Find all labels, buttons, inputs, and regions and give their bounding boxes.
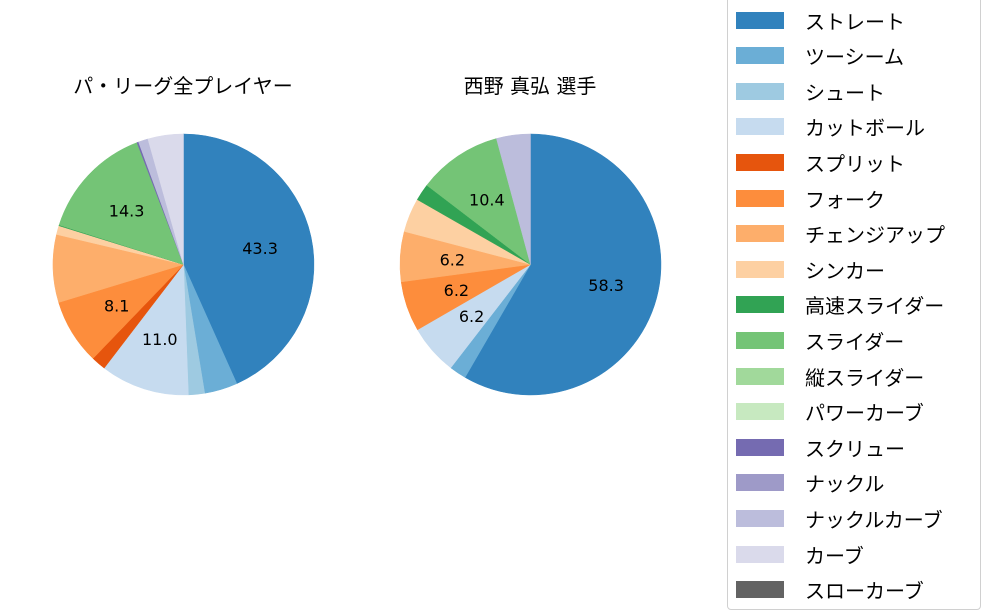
legend-swatch [736,118,784,136]
legend-item: スクリュー [736,435,905,461]
slice-percent-label: 8.1 [104,296,129,315]
legend-swatch [736,509,784,527]
legend-swatch [736,438,784,456]
legend-label: シュート [805,80,885,105]
legend-item: シュート [736,79,885,105]
pie-slice [147,133,184,265]
legend-swatch [736,581,784,599]
slice-percent-label: 43.3 [242,239,278,258]
slice-percent-label: 10.4 [469,190,505,209]
legend-label: シンカー [805,258,885,283]
legend-swatch [736,189,784,207]
legend-item: ナックルカーブ [736,506,943,532]
legend-label: スプリット [805,151,905,176]
legend-swatch [736,82,784,100]
legend-swatch [736,153,784,171]
slice-percent-label: 11.0 [142,330,178,349]
legend-label: フォーク [805,187,885,212]
legend-item: パワーカーブ [736,400,924,426]
legend-label: 縦スライダー [805,365,925,390]
legend-label: 高速スライダー [805,294,945,319]
pie-slice [183,133,315,384]
slice-percent-label: 6.2 [444,281,469,300]
legend-label: カットボール [805,116,925,141]
legend-label: スクリュー [805,436,905,461]
legend-swatch [736,331,784,349]
legend-label: チェンジアップ [805,223,945,248]
legend-swatch [736,296,784,314]
legend-item: フォーク [736,186,885,212]
chart-title-league: パ・リーグ全プレイヤー [73,74,293,98]
slice-percent-label: 6.2 [459,307,484,326]
legend-item: スローカーブ [736,578,924,604]
legend-label: パワーカーブ [805,401,924,426]
legend-swatch [736,403,784,421]
legend-label: ナックル [805,472,885,497]
legend-item: 高速スライダー [736,293,945,319]
legend: ストレートツーシームシュートカットボール スプリットフォークチェンジアップ シンカー… [727,0,981,610]
slice-percent-label: 58.3 [588,276,624,295]
pie-slice [58,142,184,265]
pie-slice [103,263,189,396]
legend-label: スライダー [805,329,905,354]
legend-item: カーブ [736,542,864,568]
legend-item: ナックル [736,471,885,497]
legend-label: ナックルカーブ [805,507,943,532]
legend-swatch [736,474,784,492]
legend-label: スローカーブ [805,579,924,604]
slice-percent-label: 14.3 [109,202,145,221]
legend-swatch [736,225,784,243]
legend-swatch [736,367,784,385]
pie-league: 43.3 11.0 8.1 14.3 [52,133,315,396]
legend-item: 縦スライダー [736,364,925,390]
legend-label: ツーシーム [805,45,904,70]
legend-swatch [736,545,784,563]
legend-item: シンカー [736,257,885,283]
legend-label: カーブ [805,543,864,568]
legend-swatch [736,47,784,65]
pie-slice [496,133,531,265]
legend-item: カットボール [736,115,925,141]
legend-item: ストレート [736,8,905,34]
pie-slice [426,138,531,266]
legend-item: ツーシーム [736,44,904,70]
legend-item: スプリット [736,150,905,176]
slice-percent-label: 6.2 [440,251,465,270]
legend-swatch [736,260,784,278]
chart-title-player: 西野 真弘 選手 [463,74,597,98]
legend-label: ストレート [805,9,905,34]
legend-item: チェンジアップ [736,222,945,248]
legend-item: スライダー [736,328,905,354]
pie-slice [464,133,662,396]
pie-player: 58.3 6.2 6.2 6.2 10.4 [399,133,662,396]
legend-swatch [736,11,784,29]
